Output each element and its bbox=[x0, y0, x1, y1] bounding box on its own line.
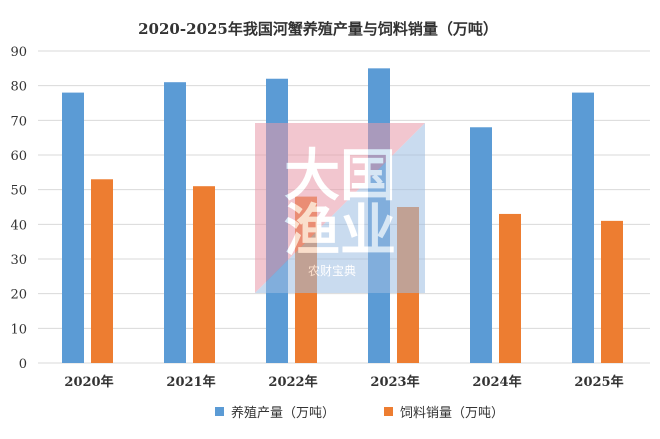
y-tick-label: 60 bbox=[10, 149, 27, 164]
bar-feed-2020年 bbox=[91, 179, 113, 363]
bar-farming-2021年 bbox=[164, 82, 186, 363]
bar-feed-2021年 bbox=[193, 186, 215, 363]
x-tick-label: 2023年 bbox=[370, 374, 419, 390]
watermark-logo: 大国 渔业 农财宝典 bbox=[255, 123, 425, 293]
bar-farming-2020年 bbox=[62, 92, 84, 363]
x-tick-label: 2025年 bbox=[574, 374, 623, 390]
y-tick-label: 70 bbox=[10, 114, 27, 129]
y-tick-label: 20 bbox=[10, 288, 27, 303]
legend-label: 养殖产量（万吨） bbox=[231, 405, 335, 421]
bar-farming-2025年 bbox=[572, 92, 594, 363]
x-tick-label: 2022年 bbox=[268, 374, 317, 390]
legend-swatch bbox=[215, 407, 224, 416]
y-tick-label: 0 bbox=[19, 357, 27, 372]
legend-label: 饲料销量（万吨） bbox=[400, 406, 504, 421]
legend: 养殖产量（万吨） 饲料销量（万吨） bbox=[215, 405, 504, 421]
y-tick-label: 90 bbox=[10, 45, 27, 60]
chart-title: 2020-2025年我国河蟹养殖产量与饲料销量（万吨） bbox=[138, 20, 498, 38]
y-tick-label: 40 bbox=[10, 218, 27, 233]
y-tick-label: 30 bbox=[10, 253, 27, 268]
y-tick-label: 50 bbox=[10, 184, 27, 199]
y-tick-label: 80 bbox=[10, 80, 27, 95]
svg-text:大国: 大国 bbox=[284, 143, 396, 209]
x-tick-label: 2020年 bbox=[64, 374, 113, 390]
y-tick-label: 10 bbox=[10, 322, 27, 337]
svg-text:农财宝典: 农财宝典 bbox=[308, 264, 356, 278]
legend-swatch bbox=[384, 407, 393, 416]
bar-feed-2025年 bbox=[601, 220, 623, 363]
x-tick-label: 2021年 bbox=[166, 374, 215, 390]
bar-farming-2024年 bbox=[470, 127, 492, 364]
x-tick-label: 2024年 bbox=[472, 374, 521, 390]
svg-text:渔业: 渔业 bbox=[284, 198, 396, 264]
axis: 0 10 20 30 40 50 60 70 80 90 2020年 2021年 2022年 2023年 2… bbox=[10, 45, 623, 390]
bar-feed-2024年 bbox=[499, 213, 521, 363]
